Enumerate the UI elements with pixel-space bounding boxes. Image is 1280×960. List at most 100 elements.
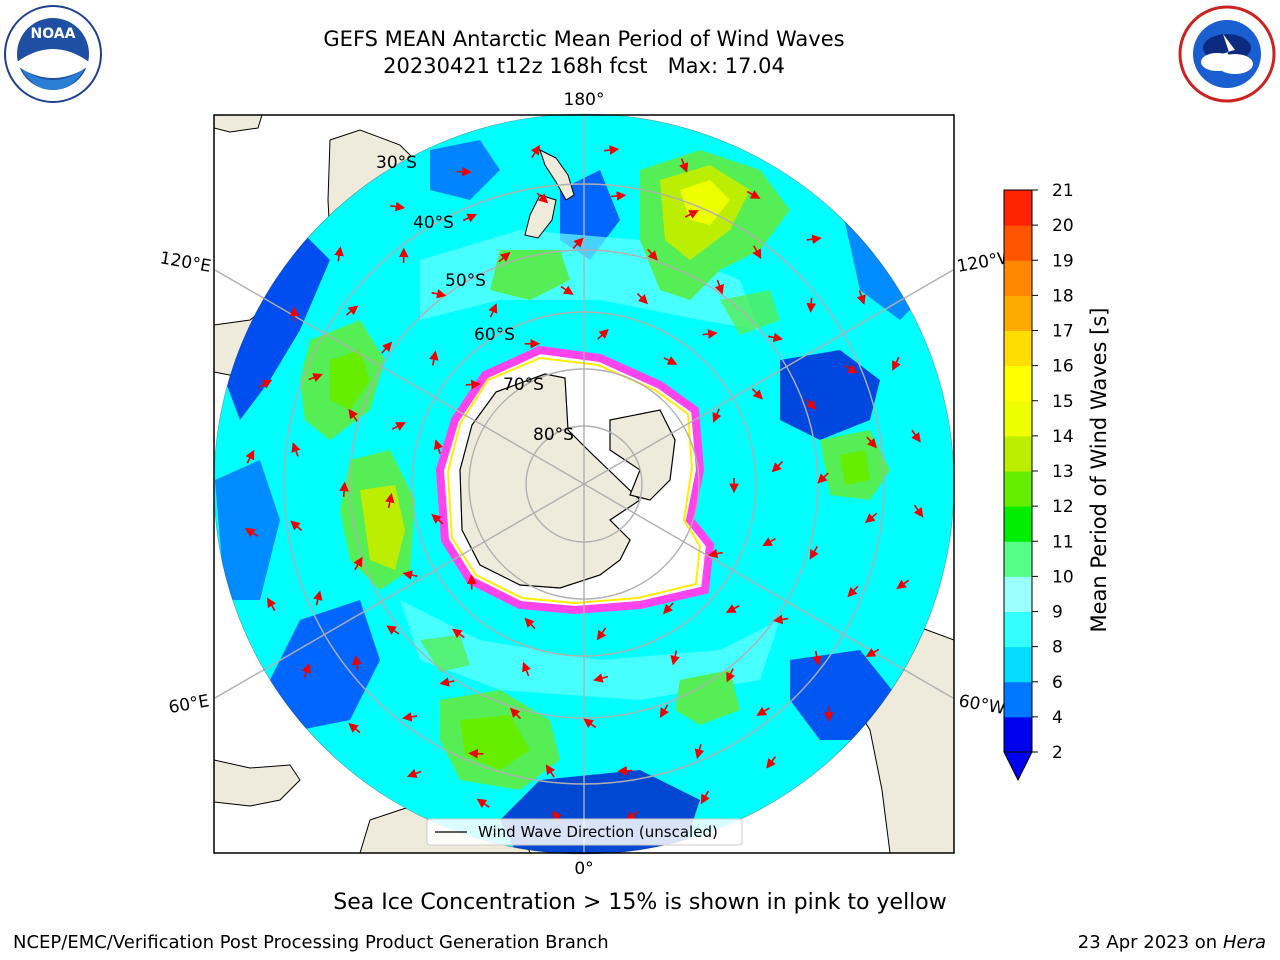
sea-ice-note: Sea Ice Concentration > 15% is shown in … [333, 890, 947, 915]
wave-direction-arrow [684, 210, 699, 219]
wave-direction-arrow [809, 546, 819, 560]
wave-direction-arrow [712, 408, 722, 423]
wave-direction-arrow [768, 332, 784, 343]
colorbar-tick-label: 2 [1052, 743, 1063, 763]
wave-direction-arrow [694, 744, 705, 759]
lat-label-60s: 60°S [474, 325, 515, 345]
colorbar-segment [1004, 260, 1032, 296]
wave-direction-arrow [433, 439, 444, 455]
wave-direction-arrow [611, 191, 627, 201]
colorbar-tick-label: 11 [1052, 532, 1074, 552]
wave-direction-arrow [353, 556, 363, 571]
wave-direction-arrow [390, 201, 406, 212]
wave-direction-arrow [746, 189, 761, 199]
colorbar-tick-label: 8 [1052, 638, 1063, 658]
wave-direction-arrow [772, 614, 789, 625]
wave-direction-arrow [334, 246, 344, 262]
wave-direction-arrow [847, 585, 859, 598]
colorbar-tick-label: 19 [1052, 251, 1074, 271]
wave-direction-arrow [462, 213, 477, 223]
wave-direction-arrow [386, 625, 400, 635]
lon-label-0: 0° [574, 859, 593, 879]
wave-direction-arrow [805, 398, 817, 410]
colorbar-segment [1004, 646, 1032, 683]
wave-direction-arrow [702, 329, 718, 339]
wave-direction-arrow [348, 722, 361, 734]
colorbar-segment [1004, 716, 1032, 753]
wave-direction-arrow [345, 305, 359, 316]
wave-direction-arrow [524, 617, 536, 630]
legend-label: Wind Wave Direction (unscaled) [478, 823, 718, 841]
colorbar-tick-label: 4 [1052, 708, 1063, 728]
wave-direction-arrow [771, 461, 783, 473]
wave-direction-arrow [679, 158, 689, 173]
wave-direction-arrow [468, 748, 484, 759]
map-legend: Wind Wave Direction (unscaled) [426, 818, 743, 846]
wave-direction-arrow [339, 481, 349, 497]
lat-label-30s: 30°S [376, 153, 417, 173]
colorbar-segment [1004, 681, 1032, 718]
wave-direction-arrow [431, 289, 447, 299]
wave-direction-arrow [572, 237, 584, 249]
wave-direction-arrow [429, 350, 439, 366]
wave-direction-arrow [714, 279, 724, 295]
wave-direction-arrow [530, 144, 541, 159]
footer-host: Hera [1222, 932, 1266, 953]
wave-direction-arrow [670, 650, 680, 666]
wave-direction-arrow [301, 663, 312, 678]
wave-direction-arrow [647, 248, 658, 261]
colorbar-segment [1004, 365, 1032, 402]
wave-direction-arrow [700, 790, 710, 805]
footer-date-text: 23 Apr 2023 on [1077, 932, 1223, 953]
wave-direction-arrow [560, 285, 574, 295]
wave-direction-arrow [892, 356, 901, 371]
wave-direction-arrow [865, 648, 880, 657]
colorbar-tick-label: 12 [1052, 497, 1074, 517]
colorbar-segment [1004, 330, 1032, 367]
wave-direction-arrow [856, 290, 866, 305]
antarctica [435, 345, 715, 615]
wave-direction-arrow [402, 570, 418, 580]
wave-direction-arrow [896, 579, 910, 590]
colorbar-segment [1004, 190, 1032, 226]
wave-direction-arrow [406, 768, 422, 778]
wave-direction-arrow [866, 436, 877, 449]
lat-label-70s: 70°S [503, 375, 544, 395]
wave-direction-arrow [726, 668, 736, 683]
wave-direction-arrow [766, 756, 777, 769]
title-line-1: GEFS MEAN Antarctic Mean Period of Wind … [323, 27, 845, 51]
wave-direction-arrow [663, 602, 674, 615]
footer-date: 23 Apr 2023 on Hera [1078, 932, 1266, 953]
wave-direction-arrow [522, 661, 531, 677]
wave-direction-arrow [865, 512, 878, 524]
wave-direction-arrow [636, 292, 649, 305]
lat-label-40s: 40°S [413, 213, 454, 233]
colorbar-tick-label: 14 [1052, 427, 1074, 447]
wave-direction-arrow [806, 234, 822, 244]
wave-direction-arrow [267, 597, 277, 611]
wave-direction-arrow [617, 766, 633, 776]
wave-direction-arrow [348, 408, 358, 422]
wave-direction-arrow [258, 379, 273, 389]
wave-direction-arrow [707, 548, 723, 559]
colorbar-segment [1004, 400, 1032, 437]
wave-direction-arrow [625, 811, 639, 821]
footer-credit: NCEP/EMC/Verification Post Processing Pr… [13, 932, 609, 953]
wave-direction-arrow [583, 718, 597, 729]
wave-direction-arrow [245, 449, 255, 464]
colorbar-tick-label: 6 [1052, 673, 1063, 693]
wave-direction-arrow [725, 604, 740, 613]
wave-direction-arrow [659, 704, 669, 718]
wave-direction-arrow [313, 590, 323, 606]
lat-label-50s: 50°S [445, 271, 486, 291]
lon-label-60e: 60°E [167, 691, 211, 718]
colorbar-segment [1004, 435, 1032, 472]
colorbar: 2 4 6 8 9 10 11 12 13 14 15 16 17 18 19 20 21 [1003, 181, 1074, 782]
lon-label-60w: 60°W [957, 691, 1007, 719]
wave-direction-arrow [381, 341, 393, 354]
lon-label-120e: 120°E [158, 248, 212, 277]
wave-direction-arrow [291, 442, 301, 457]
meridians [214, 115, 954, 853]
colorbar-tick-label: 17 [1052, 322, 1074, 342]
colorbar-tick-label: 9 [1052, 603, 1063, 623]
